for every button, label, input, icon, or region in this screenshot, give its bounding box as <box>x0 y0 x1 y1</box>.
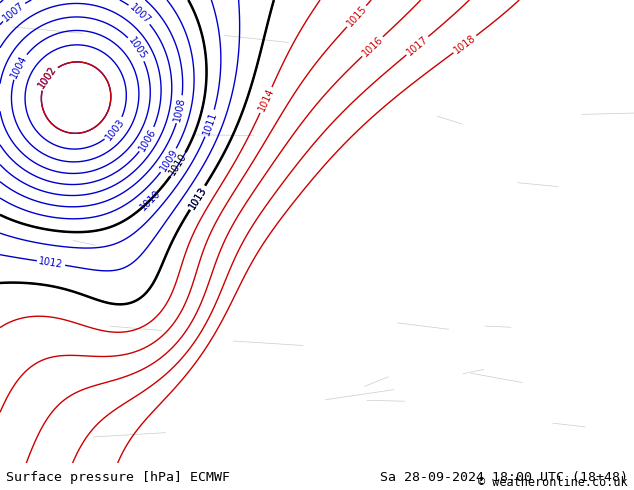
Text: 1013: 1013 <box>187 185 209 211</box>
Text: 1010: 1010 <box>167 151 189 177</box>
Text: 1018: 1018 <box>452 33 477 55</box>
Text: 1011: 1011 <box>202 110 219 137</box>
Text: 1014: 1014 <box>256 87 276 113</box>
Text: 1007: 1007 <box>127 2 152 26</box>
Text: 1017: 1017 <box>404 34 430 57</box>
Text: 1003: 1003 <box>103 116 126 142</box>
Text: Surface pressure [hPa] ECMWF: Surface pressure [hPa] ECMWF <box>6 470 230 484</box>
Text: Sa 28-09-2024 18:00 UTC (18+48): Sa 28-09-2024 18:00 UTC (18+48) <box>380 470 628 484</box>
Text: 1010: 1010 <box>138 188 162 212</box>
Text: 1004: 1004 <box>9 53 29 80</box>
Text: 1016: 1016 <box>360 34 385 59</box>
Text: 1009: 1009 <box>158 147 180 173</box>
Text: 1012: 1012 <box>38 256 64 270</box>
Text: 1015: 1015 <box>345 4 368 29</box>
Text: 1008: 1008 <box>172 97 188 122</box>
Text: 1002: 1002 <box>37 65 59 91</box>
Text: 1002: 1002 <box>37 65 59 91</box>
Text: © weatheronline.co.uk: © weatheronline.co.uk <box>478 476 628 489</box>
Text: 1007: 1007 <box>1 0 26 24</box>
Text: 1013: 1013 <box>187 185 209 211</box>
Text: 1005: 1005 <box>126 36 148 62</box>
Text: 1006: 1006 <box>137 126 158 153</box>
